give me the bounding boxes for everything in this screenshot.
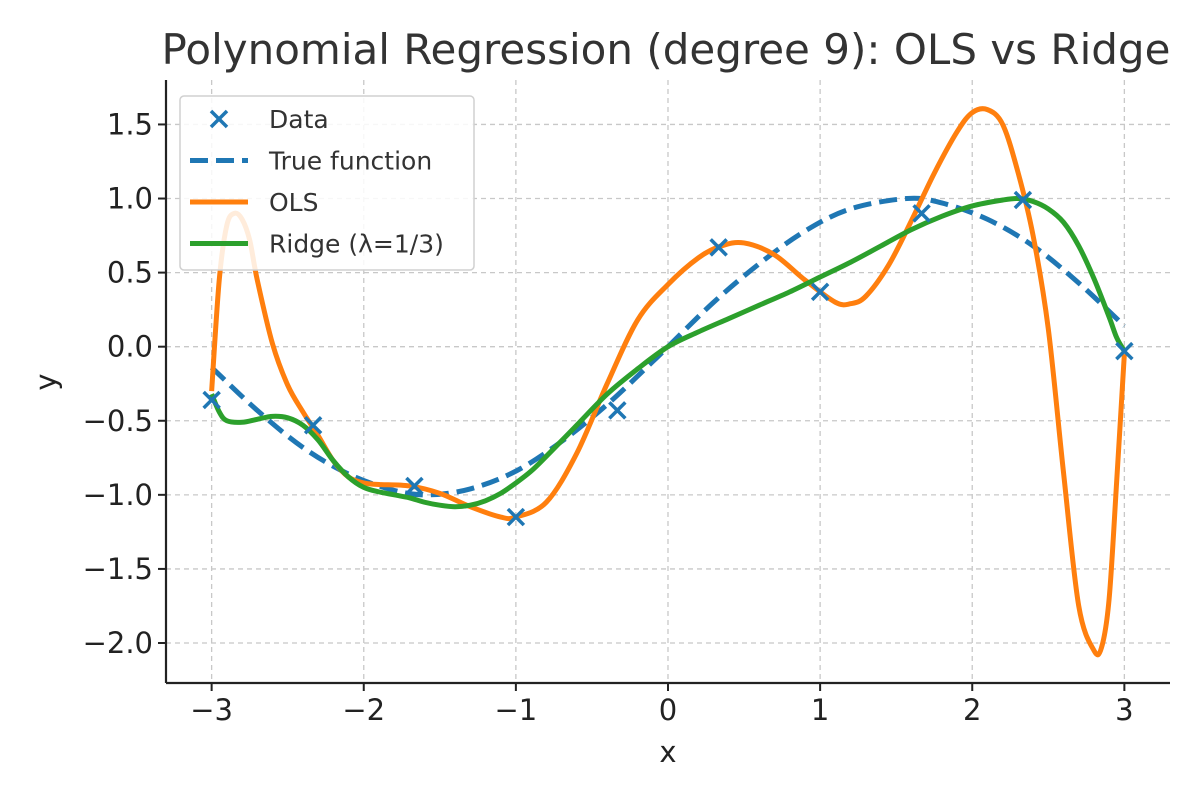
data-point-marker — [810, 282, 830, 302]
x-tick-label: −1 — [495, 693, 538, 727]
data-point-stroke — [1115, 341, 1134, 361]
legend-entry-ridge-1-3: Ridge (λ=1/3) — [190, 230, 444, 259]
x-tick-label: −3 — [190, 693, 233, 727]
data-point-stroke — [506, 507, 526, 527]
y-tick-label: −1.5 — [83, 552, 153, 586]
data-point-stroke — [202, 390, 221, 410]
legend-label: OLS — [269, 188, 318, 217]
data-point-stroke — [709, 238, 728, 257]
data-point-marker — [405, 476, 424, 496]
x-tick-label: 1 — [811, 693, 829, 727]
legend-entry-true-function: True function — [190, 147, 432, 176]
y-tick-label: 0.0 — [107, 330, 153, 364]
data-point-stroke — [303, 415, 323, 435]
data-point-stroke — [912, 204, 931, 223]
x-tick-label: 3 — [1115, 693, 1133, 727]
chart-title: Polynomial Regression (degree 9): OLS vs… — [162, 25, 1171, 74]
data-point-marker — [912, 204, 931, 223]
data-point-marker — [608, 401, 627, 420]
series-line-ols — [209, 106, 1127, 658]
data-point-stroke — [810, 282, 830, 302]
data-point-stroke — [608, 401, 627, 420]
legend-entry-data: Data — [209, 105, 329, 134]
legend: Data True function OLS Ridge (λ=1/3) — [179, 95, 475, 271]
y-axis-label: y — [29, 373, 63, 390]
plot-area — [202, 106, 1134, 658]
data-point-marker — [303, 415, 323, 435]
y-tick-label: −1.0 — [83, 478, 153, 512]
data-point-marker — [506, 507, 526, 527]
y-tick-label: 0.5 — [107, 256, 153, 290]
data-point-marker — [202, 390, 221, 410]
legend-label: Ridge (λ=1/3) — [269, 230, 444, 259]
y-tick-label: 1.5 — [107, 107, 153, 141]
y-tick-label: −0.5 — [83, 404, 153, 438]
data-point-marker — [709, 238, 728, 257]
axes: −3 −2 −1 0 1 2 3 −2.0 −1.5 −1.0 −0.5 0.0 0.5 1.0 1.5 — [83, 80, 1170, 727]
data-point-stroke — [1013, 190, 1033, 210]
legend-label: Data — [269, 105, 329, 134]
legend-marker — [209, 109, 229, 129]
legend-label: True function — [268, 147, 432, 176]
y-tick-label: −2.0 — [83, 626, 153, 660]
x-tick-label: 2 — [963, 693, 981, 727]
x-tick-label: −2 — [342, 693, 385, 727]
y-tick-label: 1.0 — [107, 182, 153, 216]
x-tick-label: 0 — [659, 693, 677, 727]
x-axis-label: x — [659, 735, 676, 769]
data-point-marker — [1013, 190, 1033, 210]
data-point-stroke — [405, 476, 424, 496]
legend-box — [179, 95, 475, 271]
legend-entry-ols: OLS — [190, 188, 318, 217]
data-point-marker — [1115, 341, 1134, 361]
